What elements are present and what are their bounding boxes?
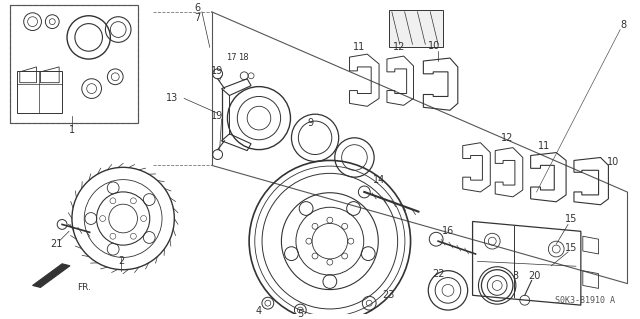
Bar <box>10 5 138 123</box>
Text: 13: 13 <box>166 93 179 103</box>
Text: 22: 22 <box>432 269 444 278</box>
Text: S0K3-B1910 A: S0K3-B1910 A <box>556 296 615 305</box>
Text: 18: 18 <box>238 53 248 62</box>
Text: 1: 1 <box>69 125 75 135</box>
Bar <box>389 10 443 47</box>
Text: 9: 9 <box>307 118 313 128</box>
Text: 3: 3 <box>512 271 518 281</box>
Text: 12: 12 <box>392 42 405 52</box>
Text: 12: 12 <box>501 133 513 143</box>
Polygon shape <box>33 264 70 287</box>
Bar <box>10 5 138 123</box>
Text: 15: 15 <box>565 243 577 253</box>
Text: 4: 4 <box>256 306 262 316</box>
Text: 5: 5 <box>297 309 303 319</box>
Text: 14: 14 <box>373 175 385 185</box>
Text: 16: 16 <box>442 226 454 236</box>
Text: 21: 21 <box>50 239 62 249</box>
Text: 15: 15 <box>565 213 577 224</box>
Text: 11: 11 <box>538 141 550 151</box>
Text: 10: 10 <box>607 157 620 167</box>
Text: 23: 23 <box>383 290 395 300</box>
Text: 17: 17 <box>226 53 237 62</box>
Text: 8: 8 <box>620 19 626 30</box>
Text: 19: 19 <box>211 111 223 121</box>
Text: 6: 6 <box>194 3 200 13</box>
Text: 2: 2 <box>118 256 124 266</box>
Text: 19: 19 <box>211 66 223 76</box>
Text: 11: 11 <box>353 42 365 52</box>
Text: FR.: FR. <box>77 283 91 292</box>
Text: 20: 20 <box>529 271 541 281</box>
Text: 7: 7 <box>194 13 200 23</box>
Text: 10: 10 <box>428 41 440 51</box>
